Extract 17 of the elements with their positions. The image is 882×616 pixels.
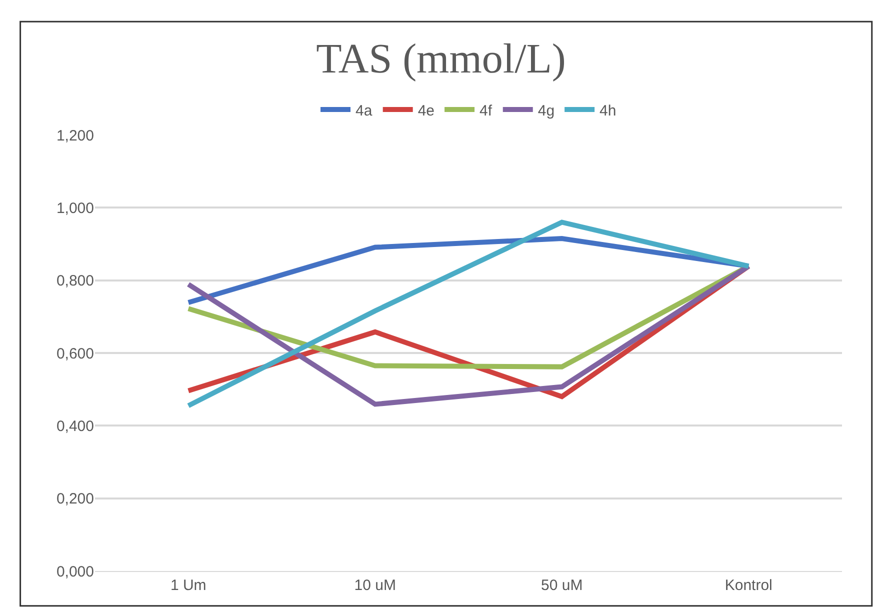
- y-tick-label: 1,000: [56, 200, 94, 217]
- y-tick-label: 0,800: [56, 272, 94, 290]
- y-tick-label: 1,200: [56, 127, 94, 144]
- x-tick-label: 10 uM: [354, 577, 396, 594]
- x-tick-label: 1 Um: [170, 577, 206, 594]
- y-tick-label: 0,600: [56, 345, 94, 362]
- y-tick-label: 0,000: [56, 563, 94, 580]
- y-tick-label: 0,400: [56, 418, 94, 435]
- legend-label: 4e: [418, 102, 435, 120]
- legend-label: 4f: [480, 102, 493, 120]
- chart-title: TAS (mmol/L): [316, 36, 566, 83]
- legend-label: 4a: [356, 102, 373, 120]
- x-tick-label: Kontrol: [724, 577, 772, 594]
- legend-label: 4h: [600, 102, 616, 120]
- y-tick-label: 0,200: [56, 490, 94, 508]
- legend-label: 4g: [538, 102, 555, 120]
- x-tick-label: 50 uM: [541, 577, 583, 594]
